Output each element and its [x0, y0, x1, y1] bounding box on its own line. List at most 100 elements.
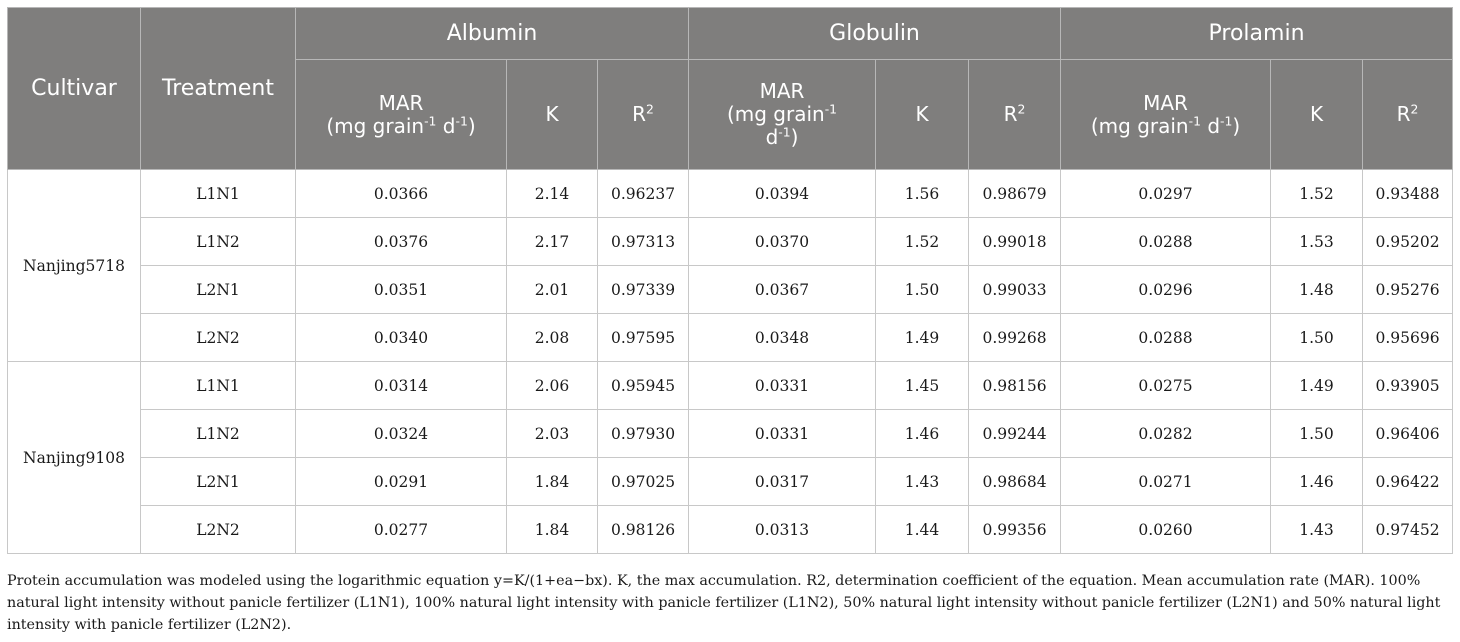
albumin-k-cell: 2.03 [506, 409, 598, 458]
albumin-k-cell: 2.14 [506, 169, 598, 218]
prolamin-r2-cell: 0.95696 [1362, 313, 1454, 362]
globulin-mar-cell: 0.0370 [688, 217, 877, 266]
albumin-mar-cell: 0.0314 [295, 361, 507, 410]
globulin-mar-cell: 0.0331 [688, 409, 877, 458]
prolamin-k-cell: 1.50 [1270, 409, 1364, 458]
prolamin-mar-cell: 0.0282 [1060, 409, 1272, 458]
globulin-r2-cell: 0.98684 [968, 457, 1062, 506]
albumin-r2-cell: 0.97025 [596, 457, 690, 506]
prolamin-mar-cell: 0.0297 [1060, 169, 1272, 218]
albumin-k-cell: 2.06 [506, 361, 598, 410]
globulin-k-cell: 1.52 [875, 217, 970, 266]
prolamin-r2-cell: 0.95202 [1362, 217, 1454, 266]
treatment-cell: L1N1 [140, 169, 296, 218]
globulin-r2-cell: 0.98156 [968, 361, 1062, 410]
header-cultivar: Cultivar [7, 7, 141, 170]
albumin-r2-cell: 0.98126 [596, 505, 690, 554]
header-group-globulin: Globulin [688, 7, 1062, 60]
prolamin-r2-cell: 0.96422 [1362, 457, 1454, 506]
globulin-r2-cell: 0.98679 [968, 169, 1062, 218]
albumin-mar-cell: 0.0340 [295, 313, 507, 362]
header-globulin-mar: MAR (mg grain-1 d-1) [688, 59, 877, 170]
globulin-mar-cell: 0.0348 [688, 313, 877, 362]
globulin-mar-cell: 0.0313 [688, 505, 877, 554]
globulin-r2-cell: 0.99244 [968, 409, 1062, 458]
header-prolamin-mar: MAR (mg grain-1 d-1) [1060, 59, 1272, 170]
mar-unit: (mg grain-1 d-1) [726, 101, 838, 149]
albumin-mar-cell: 0.0324 [295, 409, 507, 458]
prolamin-r2-cell: 0.95276 [1362, 265, 1454, 314]
globulin-k-cell: 1.43 [875, 457, 970, 506]
prolamin-k-cell: 1.46 [1270, 457, 1364, 506]
globulin-mar-cell: 0.0331 [688, 361, 877, 410]
albumin-r2-cell: 0.97595 [596, 313, 690, 362]
results-table: Cultivar Treatment Albumin Globulin Prol… [7, 7, 1454, 554]
globulin-r2-cell: 0.99356 [968, 505, 1062, 554]
header-treatment: Treatment [140, 7, 296, 170]
header-group-albumin: Albumin [294, 7, 690, 60]
albumin-mar-cell: 0.0291 [295, 457, 507, 506]
mar-label: MAR [1143, 90, 1188, 115]
treatment-cell: L1N1 [140, 361, 296, 410]
albumin-mar-cell: 0.0351 [295, 265, 507, 314]
cultivar-cell: Nanjing5718 [7, 169, 141, 362]
prolamin-r2-cell: 0.93488 [1362, 169, 1454, 218]
header-prolamin-r2: R2 [1362, 59, 1454, 170]
header-albumin-mar: MAR (mg grain-1 d-1) [295, 59, 507, 170]
albumin-r2-cell: 0.97313 [596, 217, 690, 266]
mar-label: MAR [759, 79, 805, 103]
table-row: Nanjing5718 L1N1 0.0366 2.14 0.96237 0.0… [7, 169, 1454, 362]
treatment-cell: L2N2 [140, 505, 296, 554]
table-row: L2N2 0.0277 1.84 0.98126 0.0313 1.44 0.9… [8, 505, 1454, 554]
prolamin-r2-cell: 0.97452 [1362, 505, 1454, 554]
globulin-r2-cell: 0.99018 [968, 217, 1062, 266]
treatment-cell: L2N1 [140, 265, 296, 314]
mar-label: MAR [378, 90, 424, 115]
albumin-k-cell: 2.17 [506, 217, 598, 266]
albumin-k-cell: 2.01 [506, 265, 598, 314]
table-row: Nanjing9108 L1N1 0.0314 2.06 0.95945 0.0… [7, 361, 1454, 554]
cultivar-cell: Nanjing9108 [7, 361, 141, 554]
prolamin-mar-cell: 0.0271 [1060, 457, 1272, 506]
prolamin-mar-cell: 0.0288 [1060, 313, 1272, 362]
table-row: L2N1 0.0291 1.84 0.97025 0.0317 1.43 0.9… [8, 457, 1454, 506]
globulin-k-cell: 1.49 [875, 313, 970, 362]
table-row: L2N2 0.0340 2.08 0.97595 0.0348 1.49 0.9… [8, 313, 1454, 362]
prolamin-k-cell: 1.48 [1270, 265, 1364, 314]
mar-unit: (mg grain-1 d-1) [326, 112, 476, 138]
albumin-mar-cell: 0.0277 [295, 505, 507, 554]
prolamin-k-cell: 1.53 [1270, 217, 1364, 266]
globulin-k-cell: 1.50 [875, 265, 970, 314]
prolamin-mar-cell: 0.0296 [1060, 265, 1272, 314]
mar-unit: (mg grain-1 d-1) [1090, 112, 1241, 138]
globulin-mar-cell: 0.0317 [688, 457, 877, 506]
albumin-k-cell: 2.08 [506, 313, 598, 362]
prolamin-k-cell: 1.43 [1270, 505, 1364, 554]
prolamin-r2-cell: 0.93905 [1362, 361, 1454, 410]
albumin-r2-cell: 0.97930 [596, 409, 690, 458]
header-globulin-k: K [875, 59, 970, 170]
albumin-r2-cell: 0.96237 [596, 169, 690, 218]
treatment-cell: L2N1 [140, 457, 296, 506]
table-footnote: Protein accumulation was modeled using t… [7, 573, 1441, 633]
albumin-k-cell: 1.84 [506, 457, 598, 506]
prolamin-mar-cell: 0.0260 [1060, 505, 1272, 554]
globulin-k-cell: 1.56 [875, 169, 970, 218]
prolamin-k-cell: 1.52 [1270, 169, 1364, 218]
prolamin-k-cell: 1.49 [1270, 361, 1364, 410]
header-albumin-k: K [506, 59, 598, 170]
treatment-cell: L1N2 [140, 217, 296, 266]
prolamin-k-cell: 1.50 [1270, 313, 1364, 362]
treatment-cell: L2N2 [140, 313, 296, 362]
table-row: L1N2 0.0376 2.17 0.97313 0.0370 1.52 0.9… [8, 217, 1454, 266]
prolamin-mar-cell: 0.0288 [1060, 217, 1272, 266]
globulin-mar-cell: 0.0367 [688, 265, 877, 314]
albumin-r2-cell: 0.97339 [596, 265, 690, 314]
globulin-k-cell: 1.45 [875, 361, 970, 410]
prolamin-mar-cell: 0.0275 [1060, 361, 1272, 410]
globulin-k-cell: 1.46 [875, 409, 970, 458]
header-globulin-r2: R2 [968, 59, 1062, 170]
header-prolamin-k: K [1270, 59, 1364, 170]
table-row: L2N1 0.0351 2.01 0.97339 0.0367 1.50 0.9… [8, 265, 1454, 314]
albumin-k-cell: 1.84 [506, 505, 598, 554]
